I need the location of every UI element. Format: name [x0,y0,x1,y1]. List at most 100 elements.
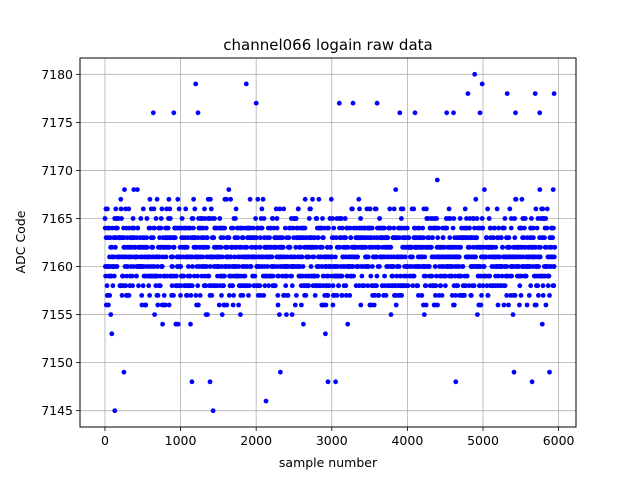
data-point [429,273,435,279]
data-point [383,293,389,298]
data-point [231,293,237,298]
data-point [195,235,201,241]
outlier-point [121,369,127,375]
outlier-point [278,369,283,375]
data-point [253,244,259,250]
data-point [257,235,263,241]
data-point [302,196,308,202]
data-point [253,216,258,221]
data-point [486,216,492,221]
data-point [544,225,550,231]
data-point [135,225,141,231]
data-point [410,254,415,260]
data-point [205,244,211,250]
data-point [254,235,259,241]
data-point [550,187,556,193]
data-point [290,225,296,231]
x-axis-label: sample number [279,455,378,470]
data-point [393,187,399,193]
data-point [365,254,371,260]
data-point [282,225,288,231]
data-point [391,206,397,212]
outlier-point [189,379,195,385]
outlier-point [193,81,199,87]
data-point [404,225,410,231]
y-tick-label-2: 7155 [41,307,73,322]
data-point [242,273,248,279]
data-point [477,283,483,289]
data-point [296,206,301,212]
data-point [113,206,119,212]
data-point [507,244,512,250]
outlier-point [207,379,213,385]
data-point [151,206,157,212]
data-point [110,283,116,289]
data-point [176,206,182,212]
data-point [284,312,289,317]
data-point [340,225,345,231]
data-point [157,273,163,279]
data-point [284,273,290,279]
data-point [195,283,201,289]
data-point [434,216,439,221]
outlier-point [336,100,342,106]
data-point [300,264,306,269]
data-point [501,302,507,308]
data-point [376,293,382,298]
data-point [118,196,124,202]
data-point [150,235,156,241]
data-point [107,293,113,298]
data-point [238,312,243,317]
data-point [190,216,196,221]
data-point [193,293,199,298]
data-point [259,225,265,231]
data-point [261,293,267,298]
data-point [485,293,491,298]
data-point [111,254,117,260]
data-point [144,244,150,250]
y-axis-ticks: 7145 7150 7155 7160 7165 7170 7175 7180 [41,67,80,418]
data-point [178,264,184,269]
data-point [259,206,265,212]
data-point [281,206,287,212]
data-point [345,321,351,327]
outlier-point [472,71,478,77]
data-point [502,225,507,231]
data-point [342,216,348,221]
data-point [347,293,353,298]
data-point [433,283,439,289]
outlier-point [529,379,535,385]
data-point [473,254,478,260]
data-point [266,283,272,289]
data-point [456,254,462,260]
outlier-point [537,110,543,116]
data-point [147,293,153,298]
data-point [504,293,510,298]
data-point [235,235,241,241]
data-point [169,283,175,289]
data-point [372,293,378,298]
data-point [167,216,173,221]
data-point [236,264,242,269]
data-point [351,273,356,279]
data-point [536,264,541,269]
data-point [218,244,224,250]
data-point [464,216,469,221]
data-point [538,244,543,250]
data-point [426,235,432,241]
data-point [546,273,552,279]
data-point [171,244,177,250]
data-point [391,264,396,269]
data-point [429,244,434,250]
data-point [299,254,305,260]
data-point [390,273,396,279]
data-point [270,216,275,221]
outlier-point [479,81,485,87]
data-point [330,216,335,221]
data-point [539,321,545,327]
data-point [480,225,486,231]
data-point [267,235,272,241]
data-point [162,302,168,308]
data-point [150,244,156,250]
